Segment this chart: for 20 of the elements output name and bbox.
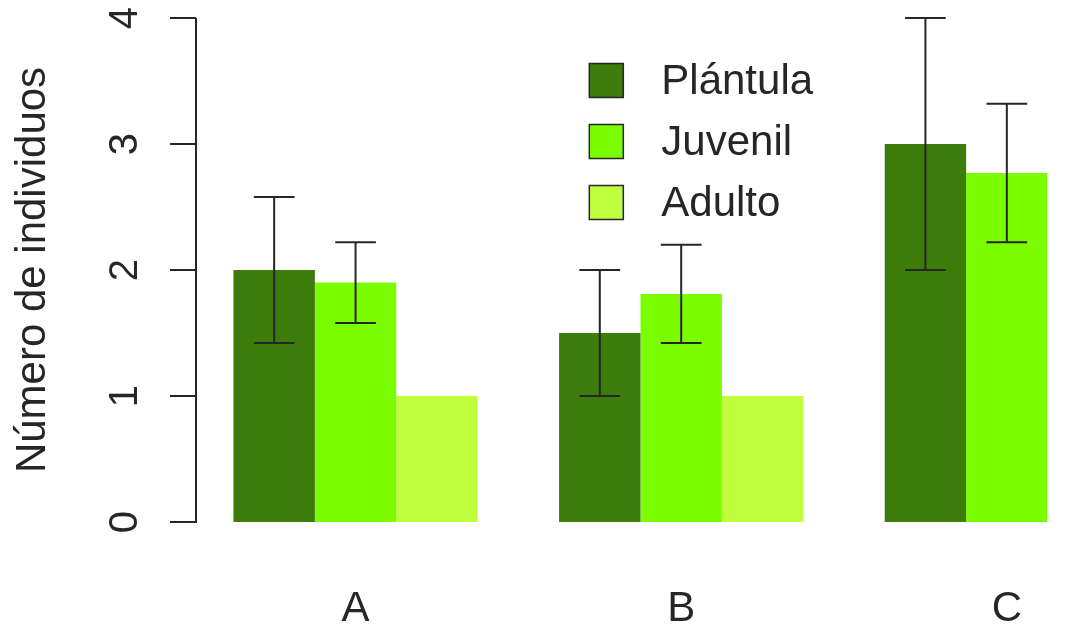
- bar: [966, 172, 1048, 522]
- bar: [314, 282, 397, 522]
- x-tick-label: B: [667, 582, 696, 626]
- legend-label: Juvenil: [661, 117, 793, 165]
- x-tick-label: A: [341, 582, 370, 626]
- bar: [884, 144, 967, 522]
- bar: [640, 293, 722, 522]
- y-tick-label: 1: [101, 384, 146, 408]
- x-tick-label: C: [991, 582, 1023, 626]
- bar: [233, 270, 315, 522]
- y-tick-label: 3: [101, 132, 146, 156]
- y-tick-label: 4: [101, 6, 146, 30]
- y-axis-title: Número de individuos: [6, 66, 54, 474]
- bar: [396, 396, 478, 522]
- y-tick-label: 2: [101, 258, 146, 282]
- legend-label: Plántula: [661, 56, 814, 104]
- bar: [721, 396, 804, 522]
- legend-label: Adulto: [661, 178, 781, 226]
- bar: [559, 333, 641, 522]
- y-tick-label: 0: [101, 510, 146, 534]
